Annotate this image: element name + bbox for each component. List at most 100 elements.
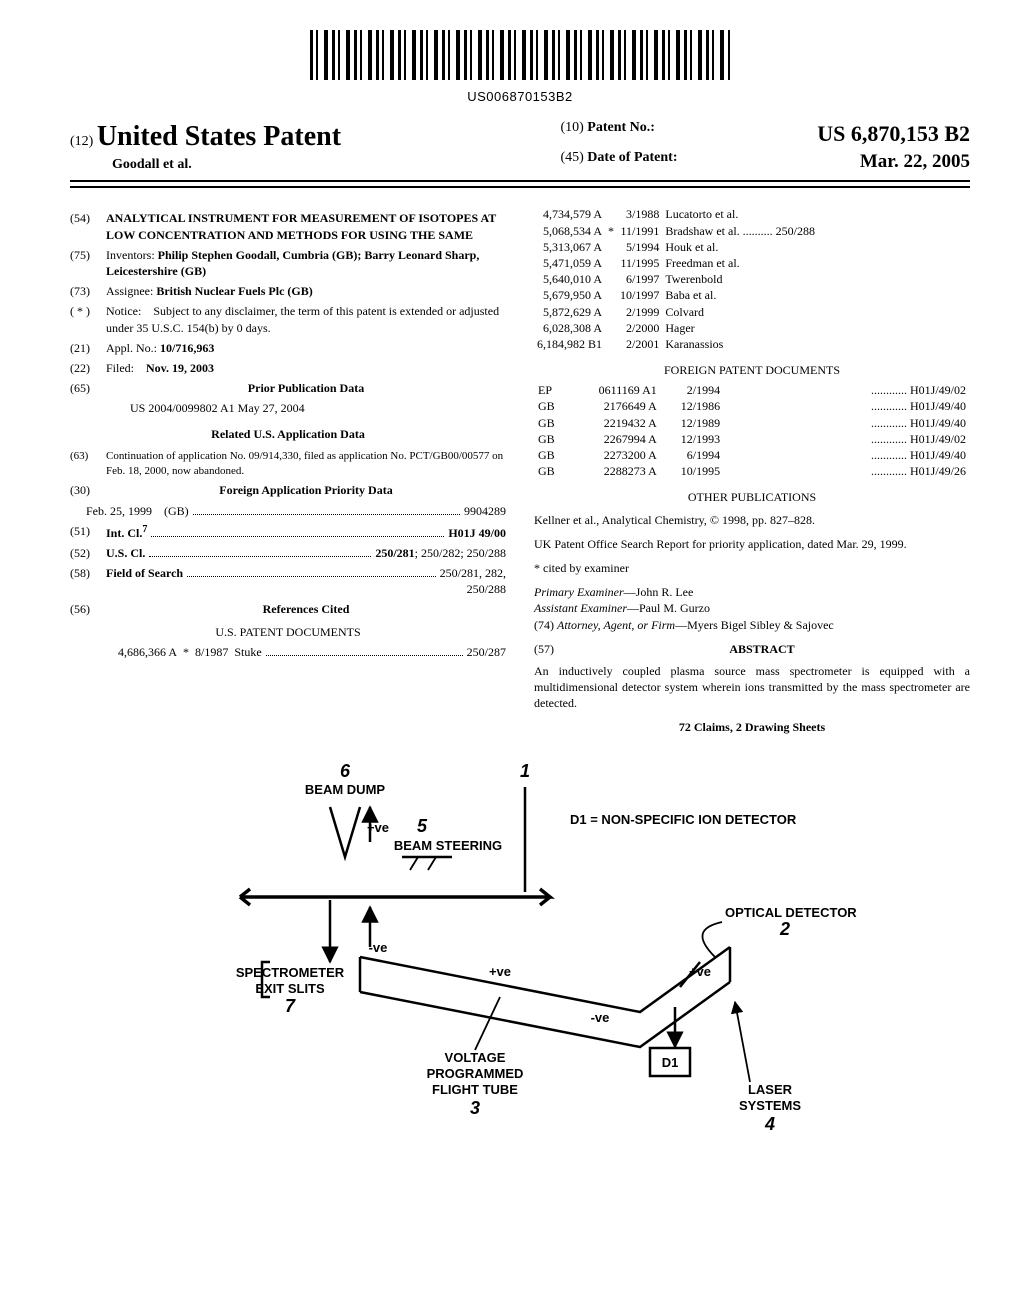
uspd-row: 5,640,010 A6/1997Twerenbold — [534, 271, 970, 287]
field-73: (73) Assignee: British Nuclear Fuels Plc… — [70, 283, 506, 299]
field-21: (21) Appl. No.: 10/716,963 — [70, 340, 506, 356]
field-75-num: (75) — [70, 247, 106, 279]
fpd-row: EP0611169 A12/1994............ H01J/49/0… — [534, 382, 970, 398]
svg-text:5: 5 — [417, 816, 428, 836]
uspd-row: 4,734,579 A3/1988Lucatorto et al. — [534, 206, 970, 222]
uscl-label: U.S. Cl. — [106, 545, 145, 561]
claims-line: 72 Claims, 2 Drawing Sheets — [534, 719, 970, 735]
leader-dots — [149, 546, 371, 557]
fpd-row: GB2267994 A12/1993............ H01J/49/0… — [534, 431, 970, 447]
fapd-app: 9904289 — [464, 503, 506, 519]
atty-val: —Myers Bigel Sibley & Sajovec — [675, 618, 834, 632]
field-22-num: (22) — [70, 360, 106, 376]
field-51-num: (51) — [70, 523, 106, 541]
field-58-num: (58) — [70, 565, 106, 597]
field-63-num: (63) — [70, 449, 106, 479]
fapd-row: Feb. 25, 1999 (GB) 9904289 — [70, 503, 506, 519]
asst-val: —Paul M. Gurzo — [627, 601, 710, 615]
leader-dots — [151, 526, 444, 537]
fpd-row: GB2288273 A10/1995............ H01J/49/2… — [534, 463, 970, 479]
other-head: OTHER PUBLICATIONS — [534, 489, 970, 505]
uspd-row: 5,313,067 A5/1994Houk et al. — [534, 239, 970, 255]
field-65-num: (65) — [70, 380, 106, 396]
left-column: (54) ANALYTICAL INSTRUMENT FOR MEASUREME… — [70, 206, 506, 735]
attorney: (74) Attorney, Agent, or Firm—Myers Bige… — [534, 617, 970, 633]
priorpub-head: Prior Publication Data — [106, 380, 506, 396]
field-73-num: (73) — [70, 283, 106, 299]
fpd-row: GB2273200 A6/1994............ H01J/49/40 — [534, 447, 970, 463]
assignee: British Nuclear Fuels Plc (GB) — [156, 284, 312, 298]
svg-text:D1 = NON-SPECIFIC ION DETECTOR: D1 = NON-SPECIFIC ION DETECTOR — [570, 812, 797, 827]
inventors-label: Inventors: — [106, 248, 155, 262]
svg-text:+ve: +ve — [367, 820, 389, 835]
filed-label: Filed: — [106, 361, 134, 375]
fapd-head: Foreign Application Priority Data — [106, 482, 506, 498]
uspd-row: 6,184,982 B12/2001Karanassios — [534, 336, 970, 352]
uspd-row: 5,679,950 A10/1997Baba et al. — [534, 287, 970, 303]
field-10: (10) — [560, 119, 583, 149]
svg-text:4: 4 — [764, 1114, 775, 1134]
notice-label: Notice: — [106, 304, 141, 318]
field-star-num: ( * ) — [70, 303, 106, 335]
field-63: (63) Continuation of application No. 09/… — [70, 449, 506, 479]
field-51: (51) Int. Cl.7 H01J 49/00 — [70, 523, 506, 541]
field-52-num: (52) — [70, 545, 106, 561]
primary-examiner: Primary Examiner—John R. Lee — [534, 584, 970, 600]
intcl-sup: 7 — [142, 524, 147, 535]
uspd-row: 5,471,059 A11/1995Freedman et al. — [534, 255, 970, 271]
uspd-row: 6,028,308 A2/2000Hager — [534, 320, 970, 336]
uspd-row: 5,068,534 A*11/1991Bradshaw et al. .....… — [534, 223, 970, 239]
field-22: (22) Filed: Nov. 19, 2003 — [70, 360, 506, 376]
title: ANALYTICAL INSTRUMENT FOR MEASUREMENT OF… — [106, 210, 506, 242]
svg-text:SYSTEMS: SYSTEMS — [739, 1098, 801, 1113]
document-number: US006870153B2 — [70, 88, 970, 106]
svg-text:-ve: -ve — [369, 940, 388, 955]
uspd-head: U.S. PATENT DOCUMENTS — [70, 624, 506, 640]
right-column: 4,734,579 A3/1988Lucatorto et al.5,068,5… — [534, 206, 970, 735]
leader-dots — [266, 645, 463, 656]
svg-text:FLIGHT TUBE: FLIGHT TUBE — [432, 1082, 518, 1097]
other-pub-1: Kellner et al., Analytical Chemistry, © … — [534, 512, 970, 528]
dop-label: Date of Patent: — [587, 149, 677, 175]
uscl-bold: 250/281 — [375, 546, 414, 560]
notice-text: Subject to any disclaimer, the term of t… — [106, 304, 499, 334]
patno-label: Patent No.: — [587, 119, 655, 149]
assignee-label: Assignee: — [106, 284, 153, 298]
barcode-graphic — [310, 30, 730, 80]
field-30-num: (30) — [70, 482, 106, 498]
atty-label: Attorney, Agent, or Firm — [557, 618, 675, 632]
abs-num: (57) — [534, 641, 554, 657]
usp-title: United States Patent — [97, 121, 341, 152]
fos-label: Field of Search — [106, 565, 183, 581]
field-54: (54) ANALYTICAL INSTRUMENT FOR MEASUREME… — [70, 210, 506, 242]
patno-value: US 6,870,153 B2 — [817, 119, 970, 149]
uspd-table: 4,734,579 A3/1988Lucatorto et al.5,068,5… — [534, 206, 970, 352]
barcode-zone — [70, 30, 970, 84]
filed-date: Nov. 19, 2003 — [146, 361, 214, 375]
applno: 10/716,963 — [160, 341, 214, 355]
field-45: (45) — [560, 149, 583, 175]
intcl-label: Int. Cl. — [106, 526, 142, 540]
fpd-table: EP0611169 A12/1994............ H01J/49/0… — [534, 382, 970, 479]
fapd-country: (GB) — [164, 503, 189, 519]
fpd-row: GB2176649 A12/1986............ H01J/49/4… — [534, 398, 970, 414]
applno-label: Appl. No.: — [106, 341, 157, 355]
field-56: (56) References Cited — [70, 601, 506, 617]
fos-val1: 250/281, 282, — [440, 565, 506, 581]
field-12: (12) — [70, 134, 93, 149]
intcl-val: H01J 49/00 — [448, 525, 506, 541]
svg-text:-ve: -ve — [591, 1010, 610, 1025]
uspd-star: * — [183, 644, 189, 660]
field-56-num: (56) — [70, 601, 106, 617]
field-30: (30) Foreign Application Priority Data — [70, 482, 506, 498]
svg-text:1: 1 — [520, 762, 530, 781]
prim-label: Primary Examiner — [534, 585, 624, 599]
svg-text:SPECTROMETER: SPECTROMETER — [236, 965, 345, 980]
uscl-rest: ; 250/282; 250/288 — [415, 546, 506, 560]
uspd-cls: 250/287 — [467, 644, 506, 660]
svg-text:7: 7 — [285, 996, 296, 1016]
other-pub-2: UK Patent Office Search Report for prior… — [534, 536, 970, 552]
bib-columns: (54) ANALYTICAL INSTRUMENT FOR MEASUREME… — [70, 206, 970, 735]
svg-text:6: 6 — [340, 762, 351, 781]
field-21-num: (21) — [70, 340, 106, 356]
